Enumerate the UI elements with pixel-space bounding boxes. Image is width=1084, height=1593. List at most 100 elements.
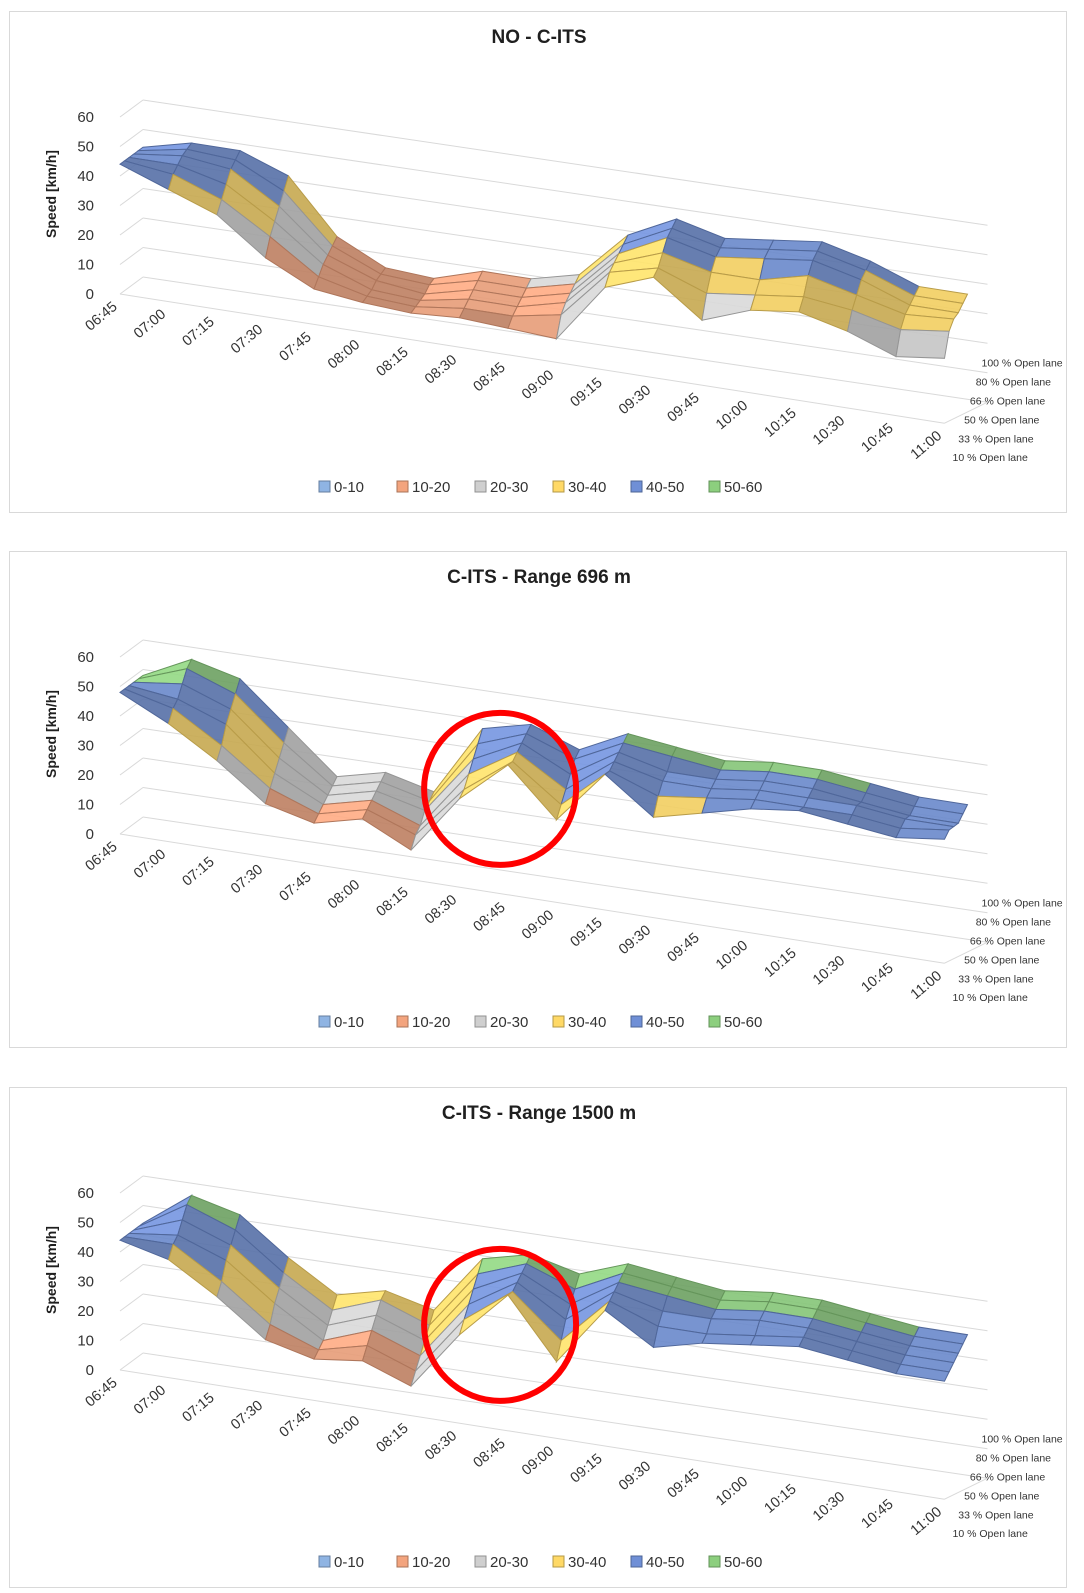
x-tick-label: 07:15 xyxy=(179,314,217,350)
x-tick-label: 11:00 xyxy=(908,428,945,463)
x-tick-label: 06:45 xyxy=(82,299,120,335)
legend-entry: 10-20 xyxy=(396,479,450,496)
gridline xyxy=(119,639,144,658)
legend-label: 30-40 xyxy=(568,1554,606,1571)
floor-line xyxy=(119,1369,945,1500)
floor-line xyxy=(944,401,988,424)
floor-line xyxy=(944,941,988,964)
lane-tick-label: 100 % Open lane xyxy=(982,1434,1063,1446)
z-tick-label: 40 xyxy=(77,708,94,725)
surface xyxy=(119,142,969,359)
legend-label: 50-60 xyxy=(724,479,762,496)
gridline xyxy=(142,1352,988,1479)
legend-swatch xyxy=(396,480,409,493)
x-tick-label: 07:30 xyxy=(228,1398,266,1434)
x-tick-label: 10:00 xyxy=(713,938,751,974)
x-tick-label: 08:15 xyxy=(373,884,411,920)
chart-svg-no-cits: NO - C-ITS Speed [km/h] 0 10 20 30 40 50 60 06:45… xyxy=(43,27,1063,496)
z-tick-label: 10 xyxy=(77,257,94,274)
legend-entry: 10-20 xyxy=(396,1014,450,1031)
x-tick-label: 08:15 xyxy=(373,1420,411,1456)
surface-cell xyxy=(749,1335,805,1348)
x-tick-label: 10:45 xyxy=(858,1496,896,1532)
legend-swatch xyxy=(708,1015,721,1028)
lane-tick-label: 50 % Open lane xyxy=(964,414,1039,426)
x-tick-label: 11:00 xyxy=(908,1504,945,1539)
x-tick-label: 10:45 xyxy=(858,420,896,456)
legend-entry: 20-30 xyxy=(474,1554,528,1571)
x-tick-label: 08:00 xyxy=(325,1413,363,1449)
legend-swatch xyxy=(318,480,331,493)
legend-label: 0-10 xyxy=(334,479,364,496)
x-tick-label: 10:00 xyxy=(713,398,751,434)
axis-label-speed: Speed [km/h] xyxy=(43,1226,59,1314)
x-tick-label: 09:00 xyxy=(519,1443,557,1479)
surface-cell xyxy=(701,292,756,321)
gridline xyxy=(142,1175,988,1302)
floor-line xyxy=(119,833,945,964)
x-tick-label: 08:00 xyxy=(325,337,363,373)
legend-label: 0-10 xyxy=(334,1554,364,1571)
legend-swatch xyxy=(630,1015,643,1028)
legend-entry: 50-60 xyxy=(708,1554,762,1571)
x-tick-label: 07:00 xyxy=(131,1382,169,1418)
legend-swatch xyxy=(396,1015,409,1028)
x-tick-label: 09:00 xyxy=(519,367,557,403)
lane-tick-label: 100 % Open lane xyxy=(982,358,1063,370)
legend-label: 20-30 xyxy=(490,1554,528,1571)
gridline xyxy=(119,669,144,687)
x-tick-label: 08:30 xyxy=(422,892,460,928)
legend-entry: 20-30 xyxy=(474,1014,528,1031)
surface-cell xyxy=(895,827,950,840)
surface-cell xyxy=(410,306,465,319)
x-tick-label: 10:15 xyxy=(761,405,799,441)
legend-entry: 20-30 xyxy=(474,479,528,496)
legend-swatch xyxy=(552,1555,565,1568)
gridline xyxy=(119,1352,144,1371)
x-tick-label: 07:15 xyxy=(179,854,217,890)
legend-entry: 10-20 xyxy=(396,1554,450,1571)
gridline xyxy=(119,129,144,147)
chart-title: C-ITS - Range 696 m xyxy=(447,567,631,588)
gridline xyxy=(142,639,988,766)
surface-cell xyxy=(895,1363,950,1382)
z-tick-label: 0 xyxy=(86,286,94,303)
surface-cell xyxy=(705,1318,761,1337)
surface xyxy=(119,658,969,851)
x-tick-label: 09:30 xyxy=(616,1458,654,1494)
legend: 0-10 10-20 20-30 30-40 40-50 50-60 xyxy=(318,1014,762,1031)
legend-label: 10-20 xyxy=(412,1554,450,1571)
x-tick-label: 08:15 xyxy=(373,344,411,380)
x-tick-label: 07:45 xyxy=(276,1405,314,1441)
legend-swatch xyxy=(552,1015,565,1028)
z-tick-label: 60 xyxy=(77,1185,94,1202)
legend-label: 40-50 xyxy=(646,1014,684,1031)
axis-label-speed: Speed [km/h] xyxy=(43,690,59,778)
gridline xyxy=(142,669,988,796)
lane-tick-label: 10 % Open lane xyxy=(953,992,1028,1004)
legend-entry: 40-50 xyxy=(630,1554,684,1571)
x-tick-label: 08:00 xyxy=(325,877,363,913)
legend-entry: 30-40 xyxy=(552,1014,606,1031)
legend-entry: 50-60 xyxy=(708,479,762,496)
gridline xyxy=(119,99,144,118)
z-tick-label: 30 xyxy=(77,1274,94,1291)
z-tick-label: 0 xyxy=(86,826,94,843)
lane-tick-label: 50 % Open lane xyxy=(964,1490,1039,1502)
highlight-circle xyxy=(421,709,580,868)
z-tick-label: 30 xyxy=(77,198,94,215)
x-tick-label: 09:45 xyxy=(664,390,702,426)
z-tick-label: 0 xyxy=(86,1362,94,1379)
gridline xyxy=(119,1293,144,1312)
floor-line xyxy=(119,293,945,424)
x-tick-label: 08:45 xyxy=(470,360,508,396)
legend-label: 50-60 xyxy=(724,1014,762,1031)
x-tick-label: 07:00 xyxy=(131,846,169,882)
x-tick-label: 10:45 xyxy=(858,960,896,996)
legend-entry: 40-50 xyxy=(630,1014,684,1031)
legend-swatch xyxy=(552,480,565,493)
legend-entry: 30-40 xyxy=(552,1554,606,1571)
gridline xyxy=(119,787,144,805)
x-tick-label: 09:15 xyxy=(567,1451,605,1487)
gridline xyxy=(142,276,988,403)
